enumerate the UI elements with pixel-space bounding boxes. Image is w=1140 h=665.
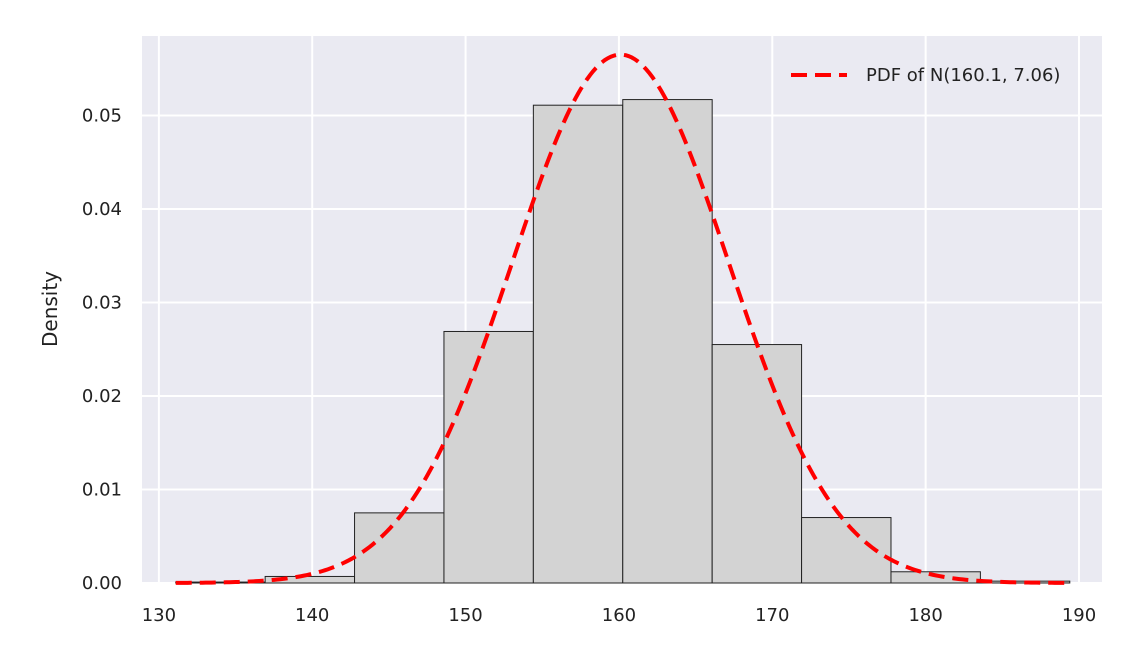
x-tick-label: 160: [602, 605, 636, 626]
x-axis-ticks: 130 140 150 160 170 180 190: [142, 605, 1096, 626]
x-tick-label: 140: [295, 605, 329, 626]
y-tick-label: 0.01: [82, 479, 122, 500]
x-tick-label: 130: [142, 605, 176, 626]
y-axis-label: Density: [38, 271, 62, 347]
x-tick-label: 150: [448, 605, 482, 626]
x-tick-label: 170: [755, 605, 789, 626]
legend-label: PDF of N(160.1, 7.06): [866, 65, 1060, 86]
x-tick-label: 190: [1062, 605, 1096, 626]
y-tick-label: 0.05: [82, 105, 122, 126]
histogram-bar: [712, 345, 801, 583]
y-tick-label: 0.02: [82, 386, 122, 407]
y-tick-label: 0.03: [82, 292, 122, 313]
histogram-bar: [533, 105, 622, 583]
y-tick-label: 0.00: [82, 573, 122, 594]
y-tick-label: 0.04: [82, 199, 122, 220]
histogram-bar: [444, 331, 533, 583]
x-tick-label: 180: [908, 605, 942, 626]
histogram-bar: [623, 100, 712, 583]
y-axis-ticks: 0.00 0.01 0.02 0.03 0.04 0.05: [82, 105, 122, 594]
